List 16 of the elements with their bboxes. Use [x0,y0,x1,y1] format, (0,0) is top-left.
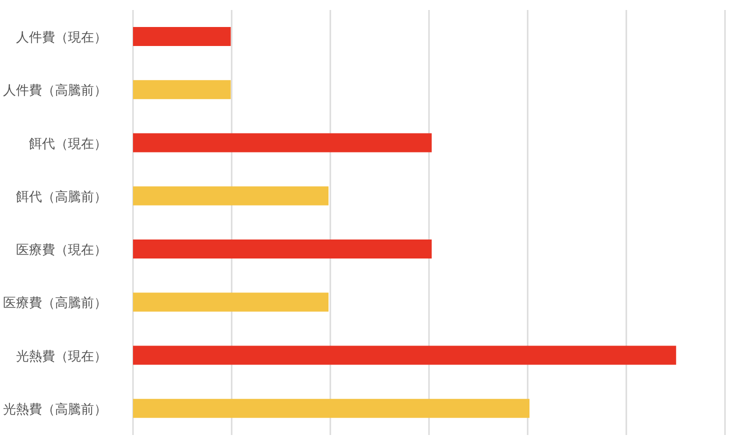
y-tick-label: 光熱費（高騰前） [3,401,107,418]
bar [133,186,329,206]
bar [133,398,530,418]
y-tick-label: 医療費（高騰前） [3,295,107,312]
bar [133,80,231,100]
bar [133,292,329,312]
bar [133,240,432,258]
y-tick-label: 光熱費（現在） [16,349,107,364]
y-tick-label: 医療費（現在） [16,243,107,258]
y-tick-label: 餌代（高騰前） [16,188,107,205]
y-tick-label: 餌代（現在） [29,136,107,152]
y-tick-label: 人件費（高騰前） [3,82,107,99]
y-tick-label: 人件費（現在） [16,30,107,46]
bar [133,346,676,365]
bar [133,27,231,46]
bar [133,133,432,152]
